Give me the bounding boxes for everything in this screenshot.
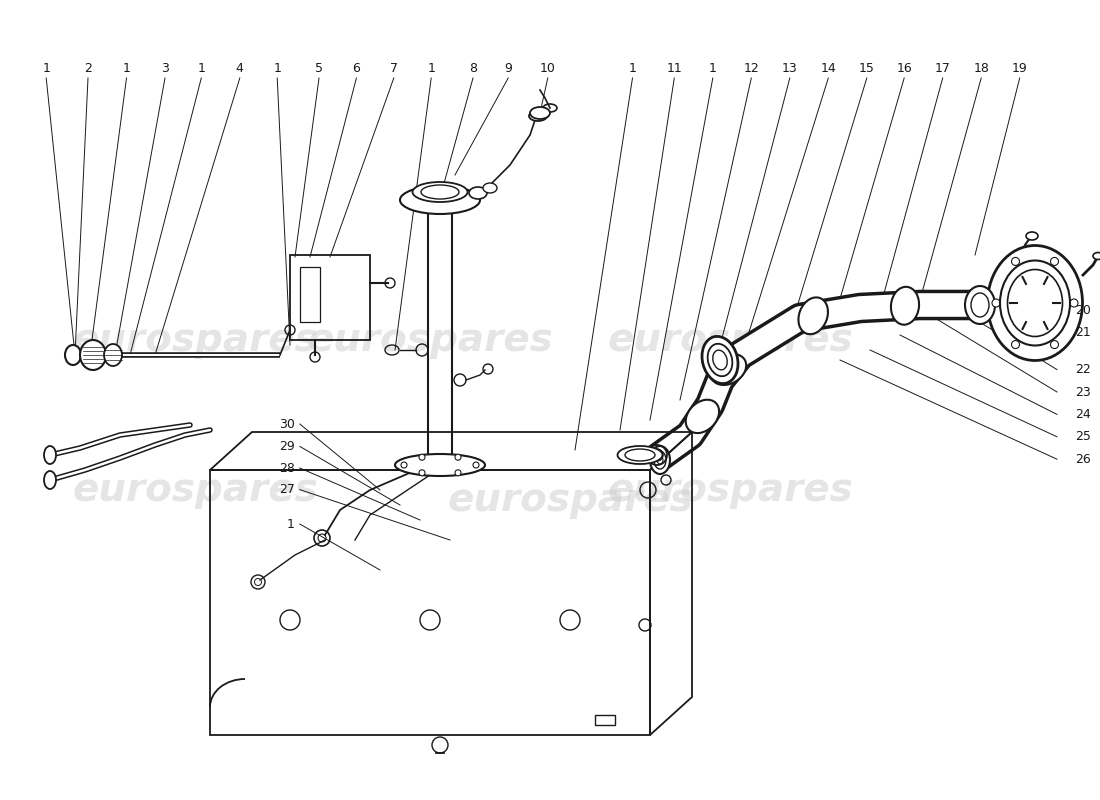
Ellipse shape xyxy=(711,354,746,385)
Circle shape xyxy=(992,299,1000,307)
Text: 24: 24 xyxy=(1075,408,1091,421)
Ellipse shape xyxy=(988,246,1082,361)
Ellipse shape xyxy=(617,446,662,464)
Text: 1: 1 xyxy=(708,62,717,74)
Circle shape xyxy=(419,454,425,460)
Ellipse shape xyxy=(395,454,485,476)
Text: 25: 25 xyxy=(1075,430,1091,443)
Text: 11: 11 xyxy=(667,62,682,74)
Text: 21: 21 xyxy=(1075,326,1091,338)
Text: 26: 26 xyxy=(1075,453,1091,466)
Text: 1: 1 xyxy=(287,518,295,530)
Text: 8: 8 xyxy=(469,62,477,74)
Ellipse shape xyxy=(530,107,550,119)
Text: eurospares: eurospares xyxy=(607,321,852,359)
Ellipse shape xyxy=(1008,270,1063,337)
Text: 1: 1 xyxy=(197,62,206,74)
Text: 1: 1 xyxy=(122,62,131,74)
Text: eurospares: eurospares xyxy=(607,471,852,509)
Bar xyxy=(290,255,370,340)
Text: 16: 16 xyxy=(896,62,912,74)
Ellipse shape xyxy=(529,111,547,121)
Ellipse shape xyxy=(799,298,828,334)
Ellipse shape xyxy=(469,187,487,199)
Circle shape xyxy=(1050,258,1058,266)
Ellipse shape xyxy=(412,182,468,202)
Circle shape xyxy=(455,470,461,476)
Text: eurospares: eurospares xyxy=(73,321,318,359)
Text: 7: 7 xyxy=(389,62,398,74)
Text: eurospares: eurospares xyxy=(307,321,553,359)
Text: 9: 9 xyxy=(504,62,513,74)
Text: 5: 5 xyxy=(315,62,323,74)
Text: 12: 12 xyxy=(744,62,759,74)
Ellipse shape xyxy=(702,336,738,384)
Text: eurospares: eurospares xyxy=(73,471,318,509)
Text: 17: 17 xyxy=(935,62,950,74)
Text: 1: 1 xyxy=(42,62,51,74)
Ellipse shape xyxy=(1026,232,1038,240)
Text: 22: 22 xyxy=(1075,363,1091,376)
Ellipse shape xyxy=(543,104,557,112)
Text: 1: 1 xyxy=(628,62,637,74)
Text: 1: 1 xyxy=(427,62,436,74)
Circle shape xyxy=(1070,299,1078,307)
Text: 20: 20 xyxy=(1075,304,1091,317)
Ellipse shape xyxy=(483,183,497,193)
Text: 23: 23 xyxy=(1075,386,1091,398)
Text: 13: 13 xyxy=(782,62,797,74)
Ellipse shape xyxy=(650,446,670,474)
Ellipse shape xyxy=(965,286,996,324)
Circle shape xyxy=(473,462,478,468)
Ellipse shape xyxy=(65,345,81,365)
Text: 1: 1 xyxy=(273,62,282,74)
Circle shape xyxy=(1050,341,1058,349)
Circle shape xyxy=(1012,341,1020,349)
Text: 6: 6 xyxy=(352,62,361,74)
Text: 15: 15 xyxy=(859,62,874,74)
Text: 14: 14 xyxy=(821,62,836,74)
Ellipse shape xyxy=(104,344,122,366)
Text: 3: 3 xyxy=(161,62,169,74)
Ellipse shape xyxy=(891,287,920,325)
Text: 30: 30 xyxy=(279,418,295,430)
Text: 4: 4 xyxy=(235,62,244,74)
Ellipse shape xyxy=(44,446,56,464)
Circle shape xyxy=(419,470,425,476)
Text: 18: 18 xyxy=(974,62,989,74)
Bar xyxy=(300,267,320,322)
Text: 27: 27 xyxy=(279,483,295,496)
Ellipse shape xyxy=(44,471,56,489)
Circle shape xyxy=(402,462,407,468)
Text: 28: 28 xyxy=(279,462,295,474)
Text: 19: 19 xyxy=(1012,62,1027,74)
Ellipse shape xyxy=(80,340,106,370)
Text: 29: 29 xyxy=(279,440,295,453)
Bar xyxy=(595,715,615,725)
Circle shape xyxy=(455,454,461,460)
Ellipse shape xyxy=(1000,261,1070,346)
Ellipse shape xyxy=(685,400,719,433)
Ellipse shape xyxy=(400,186,480,214)
Text: 10: 10 xyxy=(540,62,556,74)
Text: 2: 2 xyxy=(84,62,92,74)
Circle shape xyxy=(1012,258,1020,266)
Ellipse shape xyxy=(1093,253,1100,259)
Text: eurospares: eurospares xyxy=(447,481,693,519)
